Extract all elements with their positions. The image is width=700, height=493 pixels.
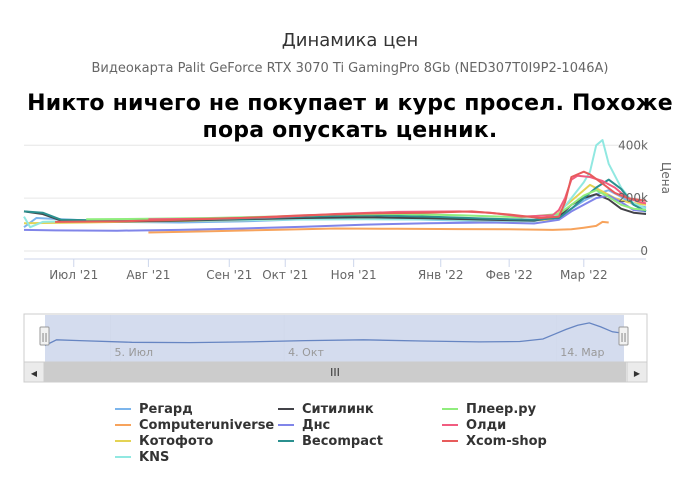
y-axis: 0 200k 400k [618,138,648,258]
navigator-left-handle[interactable]: || [39,326,50,346]
arrow-left-icon: ◀ [31,369,38,378]
legend-label: Регард [139,402,193,417]
legend-item[interactable]: Котофото [115,434,213,449]
x-tick-label: Янв '22 [418,268,464,282]
legend-item[interactable]: Олди [442,418,506,433]
navigator-date-label: 5. Июл [114,346,153,359]
scrollbar[interactable]: III ◀ ▶ [23,361,648,383]
legend-item[interactable]: Плеер.ру [442,402,536,417]
y-tick-label: 200k [618,191,648,205]
legend-label: Becompact [302,434,383,449]
y-axis-label: Цена [659,162,673,194]
legend-item[interactable]: KNS [115,450,169,465]
legend-label: Днс [302,418,331,433]
y-tick-label: 0 [640,244,648,258]
navigator-date-label: 4. Окт [288,346,324,359]
legend-line-icon [278,439,294,442]
navigator-series-line [44,322,625,347]
legend-item[interactable]: Computeruniverse [115,418,274,433]
grid-lines [24,144,646,252]
legend-label: Ситилинк [302,402,374,417]
chart-subtitle: Видеокарта Palit GeForce RTX 3070 Ti Gam… [91,61,609,76]
arrow-right-icon: ▶ [634,369,641,378]
legend-line-icon [115,423,131,426]
navigator-date-label: 14. Мар [560,346,604,359]
legend-label: Котофото [139,434,214,449]
x-axis: Июл '21 Авг '21 Сен '21 Окт '21 Ноя '21 Янв '… [24,258,646,282]
legend-item[interactable]: Ситилинк [278,402,374,417]
legend-item[interactable]: Днс [278,418,330,433]
scroll-right-button[interactable]: ▶ [626,361,648,383]
range-navigator[interactable]: 5. Июл 4. Окт 14. Мар || || [23,313,648,363]
series-line-2[interactable] [148,220,609,234]
legend-label: Олди [466,418,507,433]
navigator-selected-range[interactable] [45,315,624,362]
series-line-6[interactable] [23,194,647,232]
legend-line-icon [115,407,131,410]
x-tick-label: Июл '21 [49,268,98,282]
y-tick-label: 400k [618,138,648,152]
scrollbar-grip-icon: III [330,366,340,379]
legend-label: Xcom-shop [466,434,547,449]
legend-label: KNS [139,450,170,465]
legend-item[interactable]: Becompact [278,434,383,449]
legend-line-icon [442,423,458,426]
navigator-right-handle[interactable]: || [618,326,629,346]
legend-line-icon [278,407,294,410]
legend-label: Computeruniverse [139,418,275,433]
meme-caption: Никто ничего не покупает и курс просел. … [27,91,673,143]
legend-line-icon [115,455,131,458]
series-layer [23,139,647,234]
handle-grip-icon: || [620,333,626,343]
x-tick-label: Авг '21 [126,268,170,282]
x-tick-label: Ноя '21 [331,268,377,282]
x-tick-label: Мар '22 [560,268,608,282]
x-tick-label: Фев '22 [486,268,533,282]
scroll-left-button[interactable]: ◀ [23,361,45,383]
legend-line-icon [278,423,294,426]
legend-item[interactable]: Xcom-shop [442,434,547,449]
chart-title: Динамика цен [281,30,419,51]
x-tick-label: Окт '21 [262,268,308,282]
scrollbar-thumb[interactable] [44,362,626,382]
legend-item[interactable]: Регард [115,402,193,417]
legend-line-icon [442,407,458,410]
legend-label: Плеер.ру [466,402,537,417]
legend-line-icon [115,439,131,442]
handle-grip-icon: || [41,333,47,343]
legend-line-icon [442,439,458,442]
x-tick-label: Сен '21 [206,268,252,282]
series-line-10[interactable] [55,170,647,223]
